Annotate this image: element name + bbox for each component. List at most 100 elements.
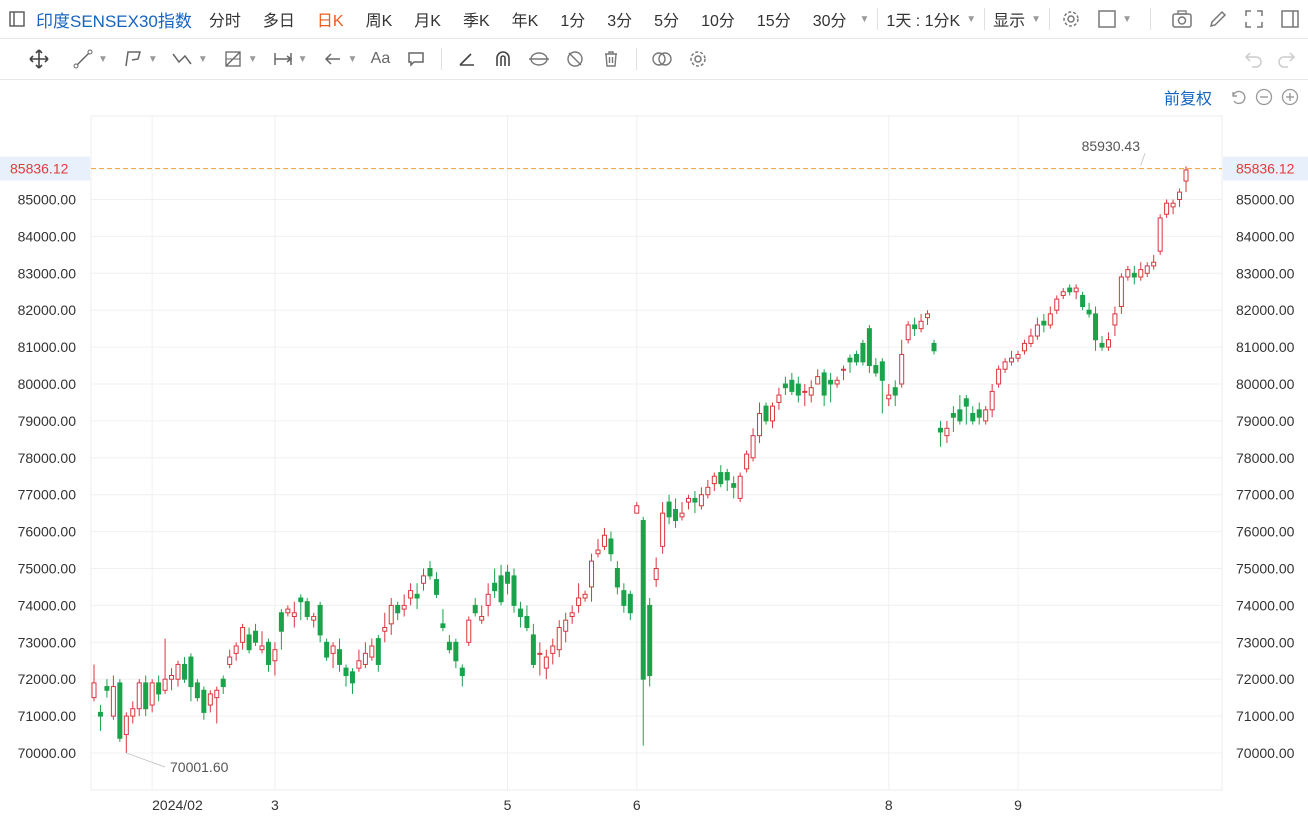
candle-body bbox=[996, 368, 1002, 385]
tab-period-0[interactable]: 分时 bbox=[208, 13, 241, 30]
tab-period-7[interactable]: 1分 bbox=[560, 13, 586, 30]
display-dropdown[interactable]: 显示 ▼ bbox=[993, 0, 1041, 38]
chevron-down-icon[interactable]: ▼ bbox=[1122, 13, 1132, 25]
candle-body bbox=[194, 682, 200, 699]
y-tick-label-right: 75000.00 bbox=[1236, 561, 1295, 577]
candle-body bbox=[563, 619, 569, 632]
drawing-settings-gear-icon[interactable] bbox=[685, 46, 711, 72]
candle-body bbox=[582, 593, 588, 599]
chart-style-icon[interactable] bbox=[1094, 6, 1120, 32]
candle-body bbox=[1021, 342, 1027, 352]
tab-period-5[interactable]: 季K bbox=[462, 13, 490, 30]
y-tick-label-right: 81000.00 bbox=[1236, 339, 1295, 355]
tab-period-11[interactable]: 15分 bbox=[756, 13, 791, 30]
magnet-icon[interactable] bbox=[490, 46, 516, 72]
tab-period-3[interactable]: 周K bbox=[365, 13, 393, 30]
candle-body bbox=[925, 313, 931, 319]
panel-toggle-icon[interactable] bbox=[1277, 6, 1303, 32]
move-crosshair-icon[interactable] bbox=[26, 46, 52, 72]
candle-body bbox=[1144, 265, 1150, 274]
y-tick-label-right: 76000.00 bbox=[1236, 524, 1295, 540]
candle-body bbox=[537, 652, 543, 655]
trash-icon[interactable] bbox=[598, 46, 624, 72]
candle-body bbox=[912, 324, 918, 330]
y-tick-label-left: 73000.00 bbox=[18, 634, 77, 650]
chevron-down-icon: ▼ bbox=[98, 53, 108, 65]
divider bbox=[441, 48, 443, 70]
candle-body bbox=[1138, 269, 1144, 278]
candle-body bbox=[918, 320, 924, 330]
candle-body bbox=[214, 689, 220, 699]
candles-layer bbox=[91, 166, 1189, 753]
divider bbox=[984, 8, 986, 30]
zoom-in-icon[interactable] bbox=[1280, 84, 1300, 110]
sidebar-toggle-icon[interactable] bbox=[4, 6, 30, 32]
candle-body bbox=[265, 641, 271, 665]
period-more-dropdown[interactable]: ▼ bbox=[858, 0, 870, 38]
instrument-title[interactable]: 印度SENSEX30指数 bbox=[36, 11, 192, 31]
candle-body bbox=[472, 604, 478, 614]
settings-gear-icon[interactable] bbox=[1058, 6, 1084, 32]
fib-tool[interactable]: ▼ bbox=[220, 46, 258, 72]
tab-period-12[interactable]: 30分 bbox=[812, 13, 847, 30]
pencil-icon[interactable] bbox=[1205, 6, 1231, 32]
tab-period-10[interactable]: 10分 bbox=[701, 13, 735, 30]
y-tick-label-right: 74000.00 bbox=[1236, 597, 1295, 613]
y-tick-label-left: 76000.00 bbox=[18, 524, 77, 540]
candle-body bbox=[802, 390, 808, 393]
candle-body bbox=[614, 568, 620, 588]
high-leader-line bbox=[1140, 153, 1146, 166]
candle-body bbox=[782, 383, 788, 389]
undo-icon[interactable] bbox=[1240, 46, 1266, 72]
tab-period-4[interactable]: 月K bbox=[414, 13, 441, 30]
candle-body bbox=[750, 435, 756, 459]
candle-body bbox=[479, 615, 485, 621]
candle-body bbox=[873, 365, 879, 374]
arrow-tool[interactable]: ▼ bbox=[320, 46, 357, 72]
candle-body bbox=[227, 656, 233, 665]
candle-body bbox=[692, 497, 698, 503]
comment-icon[interactable] bbox=[403, 46, 429, 72]
reset-icon[interactable] bbox=[1228, 84, 1248, 110]
redo-icon[interactable] bbox=[1274, 46, 1300, 72]
text-tool-icon[interactable]: Aa bbox=[370, 50, 391, 67]
y-tick-label-right: 72000.00 bbox=[1236, 671, 1295, 687]
candle-body bbox=[763, 405, 769, 422]
candle-body bbox=[841, 368, 847, 371]
candle-body bbox=[1073, 287, 1079, 293]
wave-tool[interactable]: ▼ bbox=[170, 46, 208, 72]
candle-body bbox=[253, 630, 259, 643]
angle-tool-icon[interactable] bbox=[454, 46, 480, 72]
lock-drawing-icon[interactable] bbox=[526, 46, 552, 72]
y-tick-label-right: 83000.00 bbox=[1236, 265, 1295, 281]
zoom-out-icon[interactable] bbox=[1254, 84, 1274, 110]
chevron-down-icon: ▼ bbox=[859, 13, 870, 25]
tab-period-1[interactable]: 多日 bbox=[262, 13, 295, 30]
candle-body bbox=[1028, 335, 1034, 344]
chevron-down-icon: ▼ bbox=[147, 53, 158, 65]
x-tick-label: 8 bbox=[885, 797, 893, 813]
fullscreen-icon[interactable] bbox=[1241, 6, 1267, 32]
tab-period-2[interactable]: 日K bbox=[316, 13, 344, 30]
current-price-tag-right: 85836.12 bbox=[1236, 161, 1295, 177]
hide-drawings-icon[interactable] bbox=[562, 46, 588, 72]
interval-select[interactable]: 1天 : 1分K ▼ bbox=[886, 0, 976, 38]
high-label: 85930.43 bbox=[1082, 138, 1141, 154]
arrow-left-icon bbox=[320, 46, 346, 72]
candle-body bbox=[653, 568, 659, 581]
candle-body bbox=[731, 483, 737, 488]
compare-icon[interactable] bbox=[649, 46, 675, 72]
camera-icon[interactable] bbox=[1169, 6, 1195, 32]
candle-body bbox=[149, 682, 155, 706]
measure-tool[interactable]: ▼ bbox=[270, 46, 308, 72]
channel-tool[interactable]: ▼ bbox=[120, 46, 158, 72]
candle-body bbox=[505, 571, 511, 584]
trendline-tool[interactable]: ▼ bbox=[70, 46, 108, 72]
tab-period-8[interactable]: 3分 bbox=[607, 13, 633, 30]
price-adjust-button[interactable]: 前复权 bbox=[1163, 91, 1212, 108]
candle-body bbox=[317, 604, 323, 636]
tab-period-6[interactable]: 年K bbox=[511, 13, 539, 30]
candle-body bbox=[1080, 294, 1086, 308]
tab-period-9[interactable]: 5分 bbox=[654, 13, 680, 30]
